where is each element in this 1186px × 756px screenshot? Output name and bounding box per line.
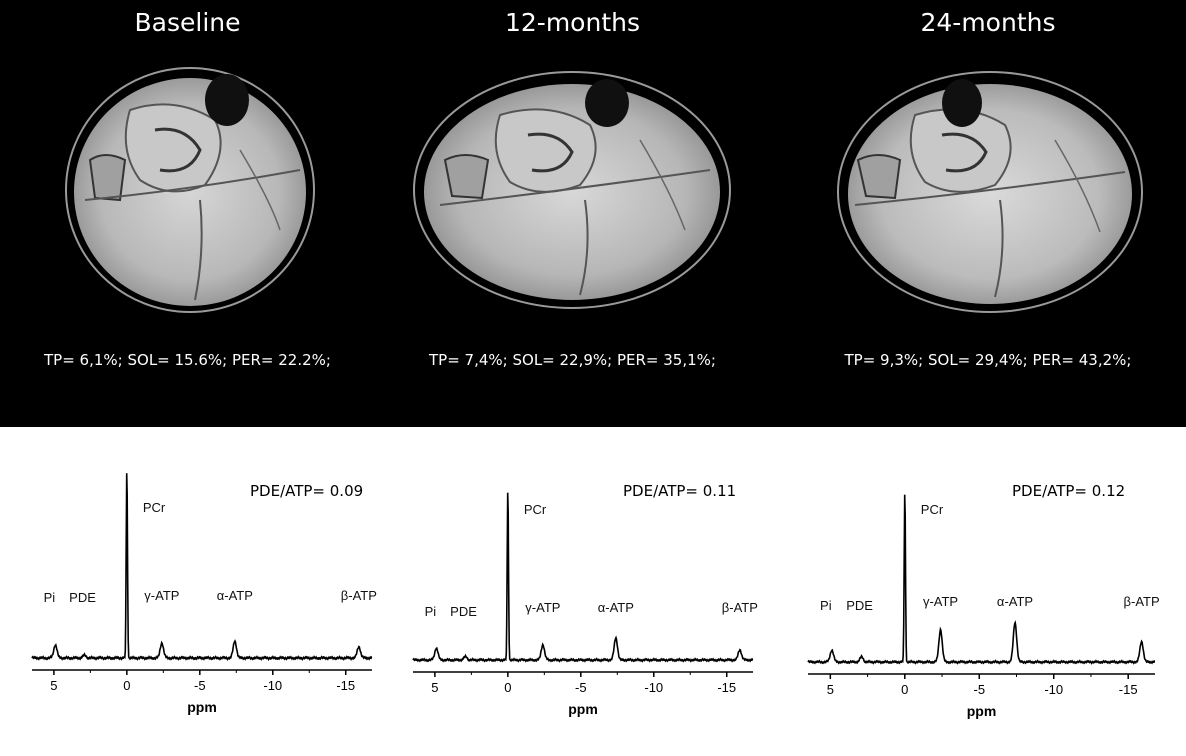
peak-label: Pi: [44, 590, 56, 605]
x-tick-label: -5: [575, 680, 587, 695]
x-axis-title: ppm: [568, 701, 598, 717]
spectrum-line: [807, 494, 1156, 665]
peak-label: γ-ATP: [525, 600, 560, 615]
x-tick-label: -10: [263, 678, 282, 693]
x-tick-label: -5: [194, 678, 206, 693]
peak-label: α-ATP: [997, 594, 1033, 609]
x-axis-title: ppm: [187, 699, 217, 715]
x-tick-label: 5: [431, 680, 438, 695]
x-tick-label: -10: [1044, 682, 1063, 697]
spectrum-line: [412, 492, 754, 663]
mri-title: Baseline: [134, 8, 241, 37]
spectrum-chart: 5 0 -5 -10 -15 ppm Pi PDE PCr γ-ATP α-ATP β-ATP: [31, 473, 377, 715]
peak-label: β-ATP: [1124, 594, 1160, 609]
mri-column-baseline: Baseline TP= 6,1%; SOL= 15.6%; PER= 22.2…: [0, 0, 375, 427]
peak-label: PCr: [143, 500, 166, 515]
fat-region: [942, 79, 982, 127]
peak-label: PDE: [69, 590, 96, 605]
x-tick-label: -15: [1119, 682, 1138, 697]
pde-atp-ratio: PDE/ATP= 0.11: [623, 482, 737, 500]
peak-label: PCr: [524, 502, 547, 517]
x-tick-label: -10: [644, 680, 663, 695]
fat-region: [585, 79, 629, 127]
peak-label: Pi: [820, 598, 832, 613]
mri-panel: Baseline TP= 6,1%; SOL= 15.6%; PER= 22.2…: [0, 0, 1186, 427]
spectrum-24-months: 5 0 -5 -10 -15 ppm Pi PDE PCr γ-ATP α-ATP β-ATP PDE…: [790, 430, 1186, 756]
peak-label: β-ATP: [341, 588, 377, 603]
fat-region: [205, 74, 249, 126]
mri-stats: TP= 9,3%; SOL= 29,4%; PER= 43,2%;: [844, 351, 1132, 369]
mri-leg-image: [65, 67, 315, 313]
mri-stats: TP= 7,4%; SOL= 22,9%; PER= 35,1%;: [429, 351, 716, 369]
spectrum-chart: 5 0 -5 -10 -15 ppm Pi PDE PCr γ-ATP α-ATP β-ATP: [412, 492, 758, 717]
peak-label: β-ATP: [722, 600, 758, 615]
peak-label: PDE: [846, 598, 873, 613]
x-tick-label: -5: [973, 682, 985, 697]
mri-title: 24-months: [920, 8, 1056, 37]
pde-atp-ratio: PDE/ATP= 0.09: [250, 482, 364, 500]
peak-label: α-ATP: [217, 588, 253, 603]
bone-region: [124, 103, 222, 193]
mri-leg-image: [837, 71, 1143, 313]
x-tick-label: 5: [50, 678, 57, 693]
x-tick-label: 0: [901, 682, 908, 697]
mri-column-12-months: 12-months TP= 7,4%; SOL= 22,9%; PER= 35,…: [370, 0, 775, 427]
peak-label: PDE: [450, 604, 477, 619]
x-axis-title: ppm: [967, 703, 997, 719]
mri-title: 12-months: [505, 8, 640, 37]
spectrum-baseline: 5 0 -5 -10 -15 ppm Pi PDE PCr γ-ATP α-ATP β-ATP PDE…: [0, 430, 395, 756]
mri-leg-image: [413, 71, 731, 309]
peak-label: γ-ATP: [144, 588, 179, 603]
peak-label: PCr: [921, 502, 944, 517]
x-tick-label: 5: [827, 682, 834, 697]
bone-region: [494, 108, 597, 193]
x-tick-label: -15: [336, 678, 355, 693]
skin-contour: [65, 67, 315, 313]
peak-label: α-ATP: [598, 600, 634, 615]
spectrum-12-months: 5 0 -5 -10 -15 ppm Pi PDE PCr γ-ATP α-ATP β-ATP PDE…: [395, 430, 790, 756]
skin-contour: [837, 71, 1143, 313]
peak-label: γ-ATP: [923, 594, 958, 609]
mri-column-24-months: 24-months TP= 9,3%; SOL= 29,4%; PER= 43,…: [790, 0, 1186, 427]
pde-atp-ratio: PDE/ATP= 0.12: [1012, 482, 1126, 500]
spectrum-chart: 5 0 -5 -10 -15 ppm Pi PDE PCr γ-ATP α-ATP β-ATP: [807, 494, 1160, 719]
x-tick-label: 0: [123, 678, 130, 693]
skin-contour: [413, 71, 731, 309]
peak-label: Pi: [425, 604, 437, 619]
spectrum-line: [31, 473, 373, 662]
mri-stats: TP= 6,1%; SOL= 15.6%; PER= 22.2%;: [44, 351, 331, 369]
x-tick-label: 0: [504, 680, 511, 695]
x-tick-label: -15: [717, 680, 736, 695]
